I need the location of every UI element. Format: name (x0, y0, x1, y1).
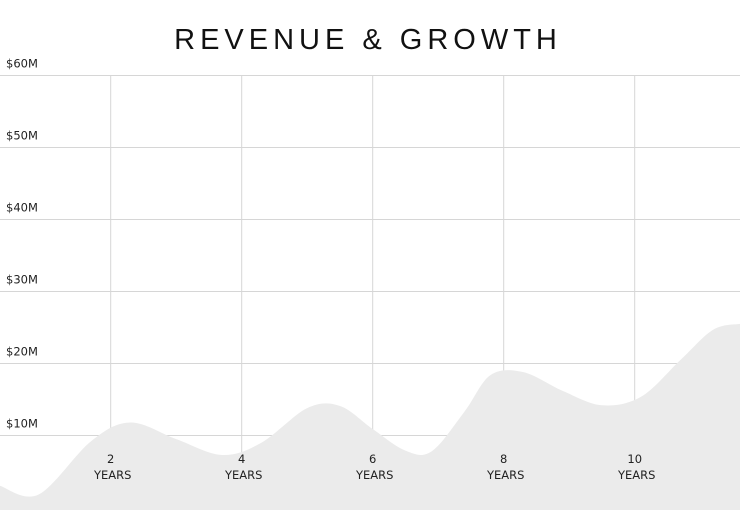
y-tick-label: $30M (6, 273, 38, 287)
y-tick-label: $60M (6, 57, 38, 71)
x-axis-ticks: 2 YEARS 4 YEARS 6 YEARS 8 YEARS 10 YEARS (93, 452, 655, 482)
y-axis-ticks: $10M $20M $30M $40M $50M $60M (6, 57, 38, 431)
x-tick-number: 10 (627, 452, 642, 466)
y-tick-label: $40M (6, 201, 38, 215)
area-series (0, 323, 740, 510)
x-tick-unit: YEARS (224, 468, 262, 482)
x-tick-number: 2 (107, 452, 114, 466)
y-tick-label: $20M (6, 345, 38, 359)
x-tick-unit: YEARS (93, 468, 131, 482)
y-tick-label: $10M (6, 417, 38, 431)
area-fill (0, 323, 740, 510)
x-tick-unit: YEARS (617, 468, 655, 482)
y-tick-label: $50M (6, 129, 38, 143)
x-tick-number: 8 (500, 452, 507, 466)
x-tick-number: 4 (238, 452, 245, 466)
x-tick-unit: YEARS (486, 468, 524, 482)
chart-title: REVENUE & GROWTH (174, 24, 562, 56)
x-tick-unit: YEARS (355, 468, 393, 482)
x-tick-number: 6 (369, 452, 376, 466)
